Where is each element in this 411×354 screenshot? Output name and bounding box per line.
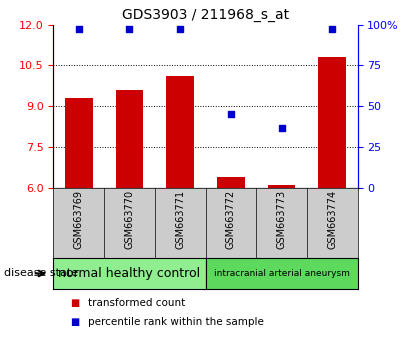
Text: intracranial arterial aneurysm: intracranial arterial aneurysm bbox=[214, 269, 349, 278]
Text: GSM663770: GSM663770 bbox=[125, 190, 134, 249]
Bar bbox=[65, 98, 93, 188]
Text: GSM663772: GSM663772 bbox=[226, 190, 236, 249]
Text: disease state: disease state bbox=[4, 268, 78, 279]
Point bbox=[329, 26, 335, 32]
Point bbox=[76, 26, 82, 32]
Title: GDS3903 / 211968_s_at: GDS3903 / 211968_s_at bbox=[122, 8, 289, 22]
Text: transformed count: transformed count bbox=[88, 298, 186, 308]
Text: GSM663774: GSM663774 bbox=[327, 190, 337, 249]
Point bbox=[126, 26, 133, 32]
Bar bbox=[318, 57, 346, 188]
Text: percentile rank within the sample: percentile rank within the sample bbox=[88, 317, 264, 327]
Text: ■: ■ bbox=[70, 298, 79, 308]
Text: GSM663773: GSM663773 bbox=[277, 190, 286, 249]
Bar bbox=[115, 90, 143, 188]
Bar bbox=[166, 76, 194, 188]
Bar bbox=[268, 185, 296, 188]
Point bbox=[228, 112, 234, 117]
Bar bbox=[217, 177, 245, 188]
Text: ■: ■ bbox=[70, 317, 79, 327]
Point bbox=[177, 26, 183, 32]
Text: normal healthy control: normal healthy control bbox=[58, 267, 201, 280]
Point bbox=[278, 125, 285, 131]
Text: GSM663769: GSM663769 bbox=[74, 190, 84, 249]
Text: GSM663771: GSM663771 bbox=[175, 190, 185, 249]
